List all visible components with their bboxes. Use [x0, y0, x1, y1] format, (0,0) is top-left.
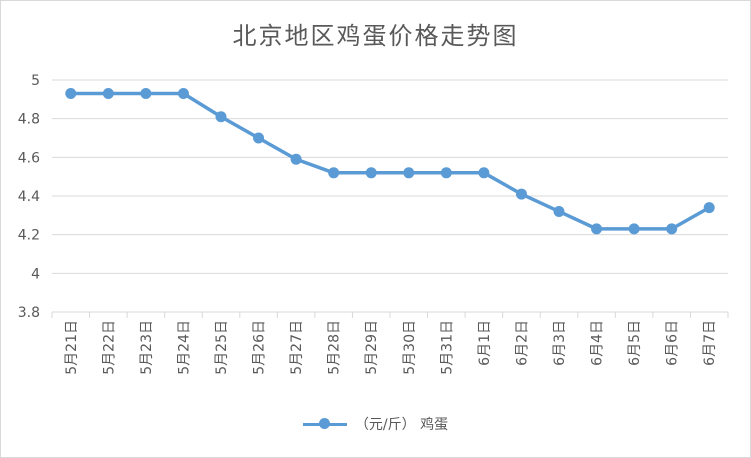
data-point: [403, 167, 415, 179]
legend-label: （元/斤） 鸡蛋: [354, 417, 449, 433]
data-point: [177, 88, 189, 100]
x-tick-label: 6月1日: [477, 320, 493, 366]
data-point: [591, 223, 603, 235]
y-tick-label: 5: [31, 73, 40, 89]
legend: （元/斤） 鸡蛋: [0, 414, 751, 434]
x-tick-label: 6月6日: [665, 320, 681, 366]
data-point: [328, 167, 340, 179]
legend-swatch: [302, 418, 347, 430]
x-tick-label: 6月7日: [702, 320, 718, 366]
x-tick-label: 5月24日: [176, 320, 192, 375]
y-tick-label: 4.6: [18, 150, 40, 166]
x-tick-label: 5月25日: [214, 320, 230, 375]
x-tick-label: 5月27日: [289, 320, 305, 375]
data-point: [253, 132, 265, 144]
data-point: [65, 88, 77, 100]
data-point: [478, 167, 490, 179]
y-tick-label: 3.8: [18, 305, 40, 321]
data-point: [365, 167, 377, 179]
data-point: [553, 205, 565, 217]
data-point: [666, 223, 678, 235]
x-axis: 5月21日 5月22日 5月23日 5月24日 5月25日 5月26日 5月27日 5月28日…: [51, 312, 729, 375]
y-tick-label: 4.2: [18, 228, 40, 244]
data-point: [102, 88, 114, 100]
y-tick-label: 4.4: [18, 189, 40, 205]
data-point: [628, 223, 640, 235]
chart-title: 北京地区鸡蛋价格走势图: [232, 22, 519, 50]
gridlines: [52, 79, 728, 313]
x-tick-label: 5月31日: [439, 320, 455, 375]
x-tick-label: 5月26日: [252, 320, 268, 375]
x-tick-label: 5月21日: [64, 320, 80, 375]
data-point: [215, 111, 227, 123]
y-tick-label: 4: [31, 266, 40, 282]
x-tick-label: 5月23日: [139, 320, 155, 375]
x-tick-label: 6月2日: [514, 320, 530, 366]
data-point: [515, 188, 527, 200]
series-line: [69, 91, 711, 231]
x-tick-label: 5月30日: [402, 320, 418, 375]
data-point: [703, 202, 715, 214]
x-tick-label: 5月28日: [327, 320, 343, 375]
y-axis: 3.8 4 4.2 4.4 4.6 4.8 5: [18, 73, 40, 321]
y-tick-label: 4.8: [18, 112, 40, 128]
x-tick-label: 5月22日: [101, 320, 117, 375]
data-point: [140, 88, 152, 100]
x-tick-label: 5月29日: [364, 320, 380, 375]
data-point: [290, 153, 302, 165]
x-tick-label: 6月5日: [627, 320, 643, 366]
data-point: [440, 167, 452, 179]
series-layer: [65, 88, 715, 235]
x-tick-label: 6月4日: [590, 320, 606, 366]
x-tick-label: 6月3日: [552, 320, 568, 366]
